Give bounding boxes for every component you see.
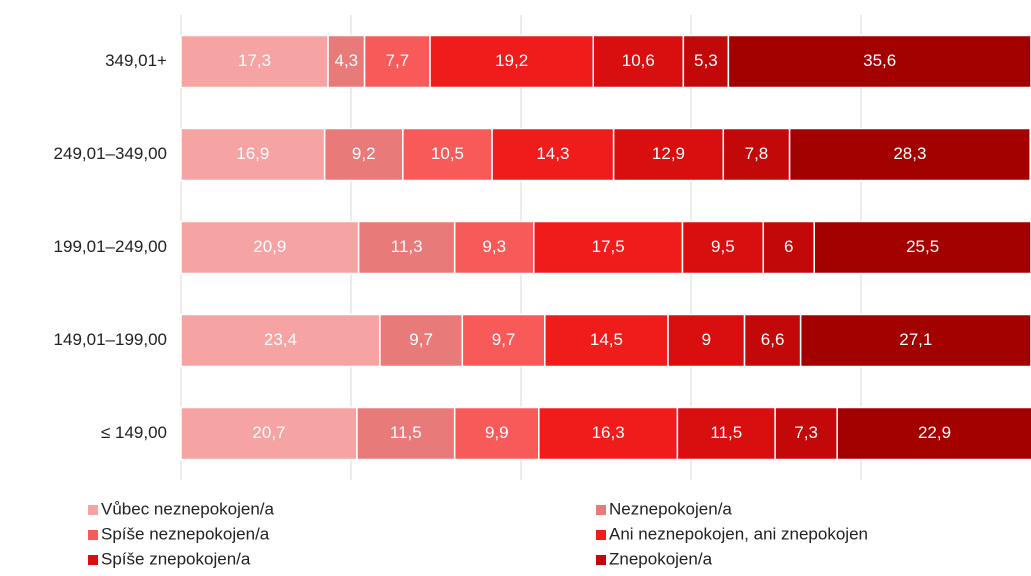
data-label: 23,4	[264, 330, 297, 349]
data-label: 27,1	[899, 330, 932, 349]
data-label: 10,6	[622, 51, 655, 70]
y-tick-label: 349,01+	[105, 51, 167, 70]
data-label: 9,2	[352, 144, 376, 163]
bar-segment	[363, 34, 431, 89]
data-label: 7,3	[794, 423, 818, 442]
legend-label: Znepokojen/a	[609, 549, 713, 568]
bar-segment	[180, 127, 326, 182]
y-tick-label: 149,01–199,00	[54, 330, 167, 349]
y-tick-label: 249,01–349,00	[54, 144, 167, 163]
bar-segment	[788, 127, 1031, 182]
bar-segment	[813, 220, 1031, 275]
data-label: 6	[784, 237, 793, 256]
legend-label: Neznepokojen/a	[609, 499, 732, 518]
bar-segment	[402, 127, 493, 182]
bar-segment	[743, 313, 802, 368]
bar-segment	[357, 220, 456, 275]
data-label: 14,3	[536, 144, 569, 163]
bar-segment	[538, 406, 679, 461]
data-label: 17,3	[238, 51, 271, 70]
bar-segment	[836, 406, 1031, 461]
legend-label: Spíše neznepokojen/a	[101, 524, 270, 543]
data-label: 11,5	[390, 423, 422, 442]
data-label: 9,7	[492, 330, 516, 349]
data-label: 11,3	[391, 237, 423, 256]
bar-segment	[681, 220, 764, 275]
y-tick-label: 199,01–249,00	[54, 237, 167, 256]
data-label: 12,9	[652, 144, 685, 163]
data-label: 25,5	[906, 237, 939, 256]
legend-label: Vůbec neznepokojen/a	[101, 499, 275, 518]
bar-segment	[180, 313, 381, 368]
legend-swatch	[596, 530, 606, 540]
data-label: 28,3	[893, 144, 926, 163]
legend-swatch	[596, 505, 606, 515]
bar-segment	[667, 313, 746, 368]
data-label: 7,8	[745, 144, 769, 163]
data-label: 11,5	[710, 423, 742, 442]
bar-segment	[592, 34, 685, 89]
y-tick-label: ≤ 149,00	[101, 423, 167, 442]
data-label: 16,9	[236, 144, 269, 163]
data-label: 22,9	[918, 423, 951, 442]
data-label: 10,5	[431, 144, 464, 163]
data-label: 20,9	[253, 237, 286, 256]
data-label: 16,3	[592, 423, 625, 442]
data-label: 9,9	[485, 423, 509, 442]
data-label: 35,6	[863, 51, 896, 70]
bar-segment	[323, 127, 404, 182]
bar-segment	[727, 34, 1031, 89]
legend-swatch	[88, 555, 98, 565]
bar-segment	[453, 220, 535, 275]
data-label: 17,5	[592, 237, 625, 256]
bar-segment	[612, 127, 725, 182]
data-label: 7,7	[386, 51, 410, 70]
bar-segment	[461, 313, 546, 368]
legend-label: Spíše znepokojen/a	[101, 549, 251, 568]
bar-segment	[180, 406, 358, 461]
legend-label: Ani neznepokojen, ani znepokojen	[609, 524, 868, 543]
bar-segment	[533, 220, 684, 275]
bar-segment	[356, 406, 456, 461]
data-label: 9,7	[409, 330, 433, 349]
data-label: 9	[702, 330, 711, 349]
data-label: 5,3	[694, 51, 718, 70]
bar-segment	[453, 406, 540, 461]
legend-swatch	[596, 555, 606, 565]
data-label: 6,6	[761, 330, 785, 349]
data-label: 9,3	[482, 237, 506, 256]
data-label: 9,5	[711, 237, 735, 256]
legend-swatch	[88, 530, 98, 540]
data-label: 14,5	[590, 330, 623, 349]
bar-segment	[491, 127, 615, 182]
bar-segment	[180, 34, 329, 89]
data-label: 20,7	[252, 423, 285, 442]
data-label: 19,2	[495, 51, 528, 70]
bar-segment	[799, 313, 1031, 368]
data-label: 4,3	[335, 51, 359, 70]
legend-swatch	[88, 505, 98, 515]
